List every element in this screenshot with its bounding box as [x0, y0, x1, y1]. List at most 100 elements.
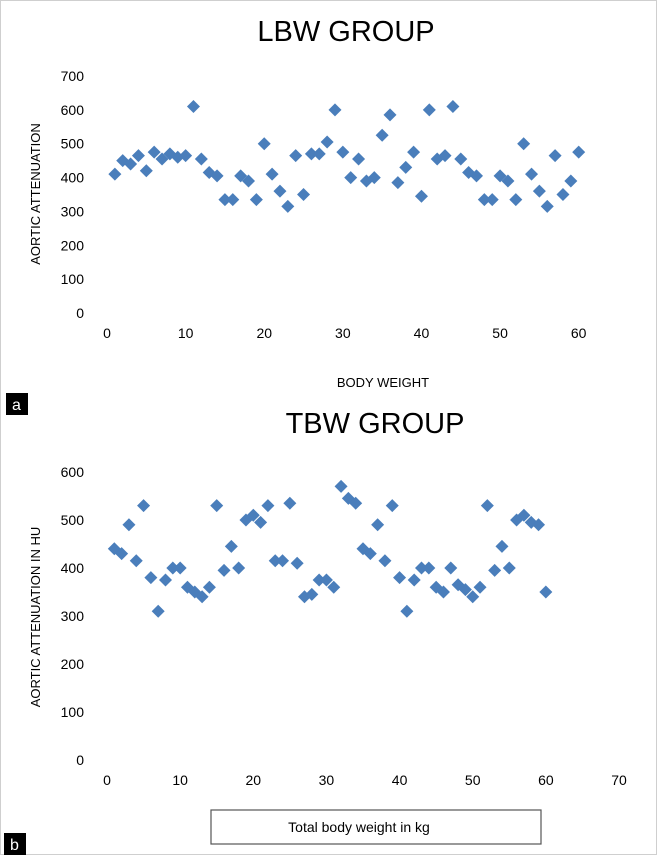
data-point	[525, 167, 539, 181]
data-point	[532, 184, 546, 198]
data-point	[254, 515, 268, 529]
data-point	[144, 571, 158, 585]
x-tick-label: 20	[256, 325, 272, 341]
chart-title: TBW GROUP	[286, 408, 465, 440]
x-axis-label-box	[210, 809, 542, 845]
data-points	[107, 479, 553, 618]
data-point	[257, 137, 271, 151]
chart-tbw-group: TBW GROUP 0 100 200 300 400 500 600 0 10 20 30 40 5…	[4, 408, 627, 855]
data-point	[414, 189, 428, 203]
data-point	[283, 496, 297, 510]
data-point	[273, 184, 287, 198]
data-point	[495, 539, 509, 553]
x-tick-label: 30	[319, 772, 335, 788]
data-point	[349, 496, 363, 510]
data-point	[378, 554, 392, 568]
data-point	[422, 103, 436, 117]
x-tick-label: 0	[103, 772, 111, 788]
data-point	[509, 193, 523, 207]
data-point	[407, 573, 421, 587]
data-point	[501, 174, 515, 188]
data-point	[334, 479, 348, 493]
data-point	[564, 174, 578, 188]
data-point	[290, 556, 304, 570]
x-tick-label: 60	[538, 772, 554, 788]
y-tick-label: 100	[61, 704, 85, 720]
data-point	[261, 499, 275, 513]
data-point	[556, 188, 570, 201]
y-tick-label: 400	[61, 170, 85, 186]
data-point	[422, 561, 436, 575]
x-tick-label: 60	[571, 325, 587, 341]
y-tick-labels: 0 100 200 300 400 500 600	[61, 464, 85, 768]
data-point	[281, 199, 295, 213]
data-point	[131, 149, 145, 163]
data-point	[173, 561, 187, 575]
data-point	[210, 169, 224, 183]
data-point	[352, 152, 366, 166]
y-tick-label: 0	[76, 305, 84, 321]
data-point	[289, 149, 303, 163]
data-point	[391, 176, 405, 190]
data-point	[444, 561, 458, 575]
x-tick-label: 40	[414, 325, 430, 341]
data-point	[246, 508, 260, 522]
panel-label: b	[10, 837, 19, 854]
data-point	[336, 145, 350, 159]
data-point	[393, 571, 407, 585]
data-point	[297, 188, 311, 201]
data-point	[312, 573, 326, 587]
y-tick-label: 0	[76, 752, 84, 768]
data-point	[363, 547, 377, 561]
data-point	[218, 193, 232, 207]
data-point	[249, 193, 263, 207]
chart-lbw-group: LBW GROUP 0 100 200 300 400 500 600 700 0 10 20 30…	[6, 16, 587, 415]
data-point	[151, 604, 165, 618]
data-point	[276, 554, 290, 568]
data-point	[517, 508, 531, 522]
data-point	[407, 145, 421, 159]
data-point	[320, 135, 334, 149]
x-tick-label: 30	[335, 325, 351, 341]
panel-label: a	[12, 397, 21, 414]
data-point	[539, 585, 553, 599]
data-point	[328, 103, 342, 117]
data-point	[139, 164, 153, 178]
x-tick-label: 0	[103, 325, 111, 341]
x-tick-labels: 0 10 20 30 40 50 60	[103, 325, 587, 341]
data-point	[400, 604, 414, 618]
data-point	[446, 99, 460, 113]
data-point	[268, 554, 282, 568]
data-point	[202, 580, 216, 594]
data-point	[572, 145, 586, 159]
y-tick-label: 600	[61, 102, 85, 118]
data-point	[312, 147, 326, 161]
data-point	[226, 193, 240, 207]
data-point	[454, 152, 468, 166]
y-tick-label: 100	[61, 271, 85, 287]
x-tick-label: 40	[392, 772, 408, 788]
chart-title: LBW GROUP	[257, 16, 434, 48]
data-point	[305, 587, 319, 601]
data-point	[383, 108, 397, 122]
data-point	[194, 152, 208, 166]
y-tick-label: 300	[61, 608, 85, 624]
data-point	[473, 580, 487, 594]
x-tick-label: 50	[492, 325, 508, 341]
y-tick-label: 300	[61, 203, 85, 219]
data-point	[480, 499, 494, 513]
data-point	[344, 171, 358, 185]
data-point	[548, 149, 562, 163]
data-point	[159, 573, 173, 587]
data-point	[540, 199, 554, 213]
data-point	[304, 147, 318, 161]
data-point	[224, 539, 238, 553]
y-tick-label: 200	[61, 656, 85, 672]
data-point	[327, 580, 341, 594]
data-point	[147, 145, 161, 159]
data-point	[232, 561, 246, 575]
data-point	[532, 518, 546, 532]
data-point	[415, 561, 429, 575]
data-point	[477, 193, 491, 207]
